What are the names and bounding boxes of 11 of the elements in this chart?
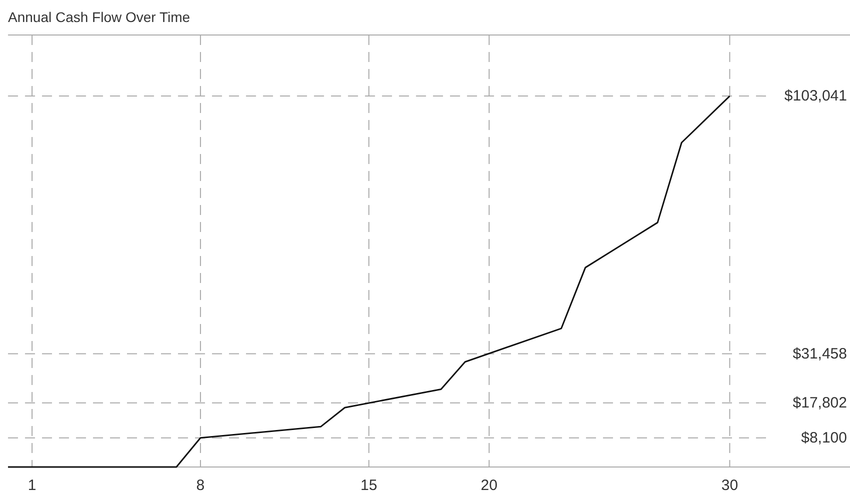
line-series bbox=[7, 95, 730, 468]
y-tick-label: $17,802 bbox=[792, 394, 847, 412]
x-tick-label: 8 bbox=[196, 477, 205, 494]
y-tick-label: $8,100 bbox=[801, 429, 847, 446]
x-tick-label: 15 bbox=[360, 477, 378, 494]
x-tick-label: 20 bbox=[480, 477, 498, 494]
x-tick-label: 1 bbox=[28, 477, 36, 494]
x-tick-label: 30 bbox=[721, 477, 738, 494]
y-tick-label: $103,041 bbox=[784, 88, 847, 105]
y-tick-label: $31,458 bbox=[792, 345, 847, 362]
chart-title: Annual Cash Flow Over Time bbox=[8, 9, 190, 25]
